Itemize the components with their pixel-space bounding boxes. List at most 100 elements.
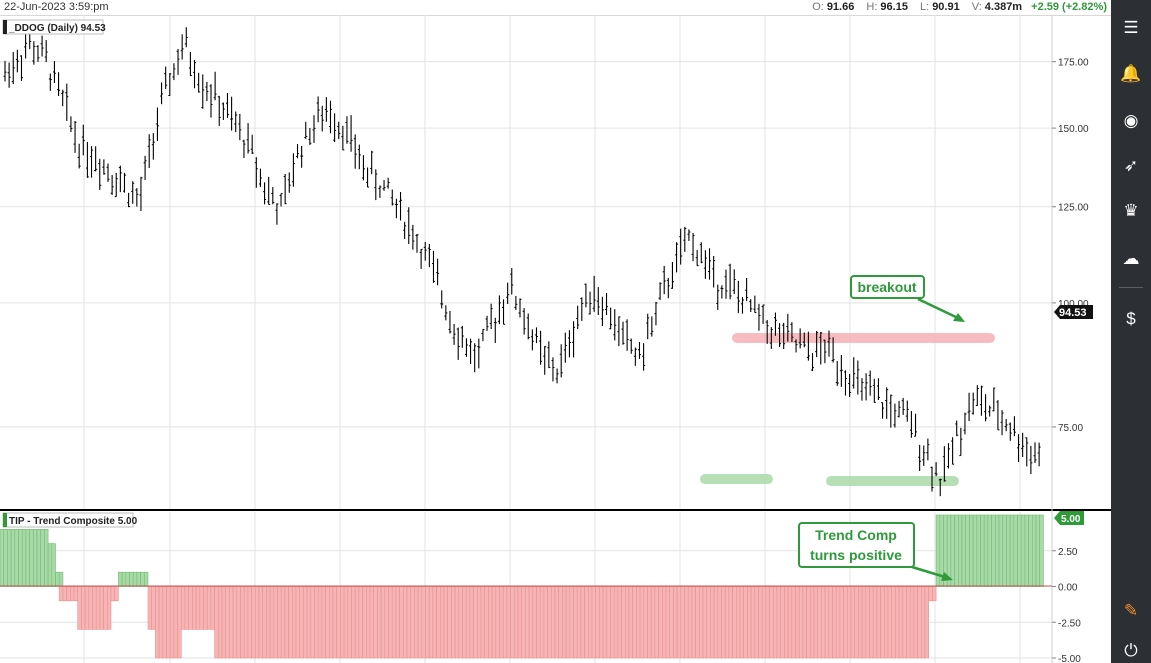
price-bar <box>629 338 633 354</box>
ind-tick-label: 2.50 <box>1058 547 1078 558</box>
cloud-icon[interactable]: ☁ <box>1122 249 1140 268</box>
price-bar <box>473 343 477 373</box>
histogram-bar <box>343 586 349 659</box>
bell-icon[interactable]: 🔔 <box>1120 64 1142 83</box>
histogram-bar <box>809 586 815 659</box>
price-bar <box>827 330 831 357</box>
price-bar <box>584 283 588 308</box>
chart-area[interactable]: 175.00 150.00 125.00 100.00 75.00 2.50 0.00 -2… <box>0 15 1111 663</box>
price-bar <box>349 115 353 152</box>
histogram-bar <box>817 586 822 659</box>
price-bar <box>7 62 11 88</box>
price-bars <box>3 27 1041 497</box>
price-bar <box>728 263 732 300</box>
price-bar <box>73 120 77 153</box>
histogram-bar <box>1039 514 1044 587</box>
histogram-bar <box>173 586 178 659</box>
histogram-bar <box>761 586 767 659</box>
histogram-bar <box>251 586 256 659</box>
histogram-bar <box>932 586 937 602</box>
price-bar <box>872 378 876 403</box>
price-bar <box>769 327 773 349</box>
histogram-bar <box>772 586 778 659</box>
price-bar <box>666 277 670 299</box>
histogram-bar <box>858 586 863 659</box>
histogram-bar <box>454 586 460 659</box>
price-bar <box>151 133 155 160</box>
price-legend: _DDOG (Daily) 94.53 <box>2 19 106 35</box>
histogram-bar <box>399 586 404 659</box>
price-bar <box>881 402 885 419</box>
histogram-bar <box>661 586 667 659</box>
price-bar <box>180 34 184 60</box>
trophy-icon[interactable]: ♛ <box>1123 201 1139 220</box>
histogram-bar <box>358 586 363 659</box>
price-bar <box>460 325 464 348</box>
histogram-bar <box>710 586 715 659</box>
support-zone-right <box>826 476 959 486</box>
sliders-icon[interactable]: ☰ <box>1123 18 1139 37</box>
histogram-bar <box>451 586 456 659</box>
price-bar <box>868 370 872 396</box>
histogram-bar <box>147 586 153 630</box>
price-tick-label: 100.00 <box>1058 299 1089 310</box>
histogram-bar <box>306 586 312 659</box>
histogram-bar <box>835 586 841 659</box>
price-bar <box>452 324 456 345</box>
histogram-bar <box>872 586 878 659</box>
histogram-bar <box>47 543 53 587</box>
price-bar <box>1000 410 1004 436</box>
histogram-bar <box>491 586 497 659</box>
histogram-bar <box>377 586 382 659</box>
histogram-bar <box>695 586 700 659</box>
price-bar <box>201 74 205 109</box>
price-bar <box>1029 445 1033 474</box>
breakout-annotation: breakout <box>850 275 965 322</box>
histogram-bar <box>680 586 685 659</box>
rocket-icon[interactable]: ➶ <box>1123 156 1139 175</box>
price-bar <box>753 295 757 314</box>
pen-icon[interactable]: ✎ <box>1123 601 1139 620</box>
price-bar <box>889 394 893 428</box>
histogram-bar <box>684 586 689 659</box>
histogram-bar <box>488 586 493 659</box>
histogram-bar <box>121 571 127 587</box>
histogram-bar <box>169 586 175 659</box>
histogram-bar <box>669 586 674 659</box>
histogram-bar <box>84 586 90 630</box>
histogram-bar <box>458 586 463 659</box>
histogram-bar <box>14 528 19 587</box>
histogram-bar <box>29 528 34 587</box>
price-bar <box>740 296 744 314</box>
plug-icon[interactable]: ⏻ <box>1124 641 1138 660</box>
globe-icon[interactable]: ◉ <box>1123 111 1139 130</box>
histogram-bar <box>203 586 208 630</box>
histogram-bar <box>428 586 434 659</box>
price-bar <box>819 331 823 365</box>
price-bar <box>843 370 847 396</box>
price-bar <box>440 290 444 309</box>
histogram-bar <box>325 586 330 659</box>
price-bar <box>328 100 332 134</box>
histogram-bar <box>1020 514 1026 587</box>
dollar-document-icon[interactable]: $ <box>1126 309 1136 328</box>
price-bar <box>1017 434 1021 463</box>
price-bar <box>118 165 122 193</box>
price-bar <box>617 316 621 347</box>
indicator-axis: 2.50 0.00 -2.50 -5.00 <box>1052 547 1081 663</box>
histogram-bar <box>0 528 5 587</box>
histogram-bar <box>284 586 289 659</box>
price-bar <box>567 330 571 358</box>
price-bar <box>794 339 798 353</box>
histogram-bar <box>1009 514 1015 587</box>
price-bar <box>94 146 98 172</box>
histogram-bar <box>362 586 367 659</box>
histogram-bar <box>998 514 1004 587</box>
histogram-bar <box>691 586 696 659</box>
price-bar <box>839 355 843 387</box>
price-bar <box>52 61 56 83</box>
histogram-bar <box>7 528 12 587</box>
histogram-bar <box>724 586 730 659</box>
histogram-bar <box>621 586 626 659</box>
price-bar <box>378 185 382 198</box>
